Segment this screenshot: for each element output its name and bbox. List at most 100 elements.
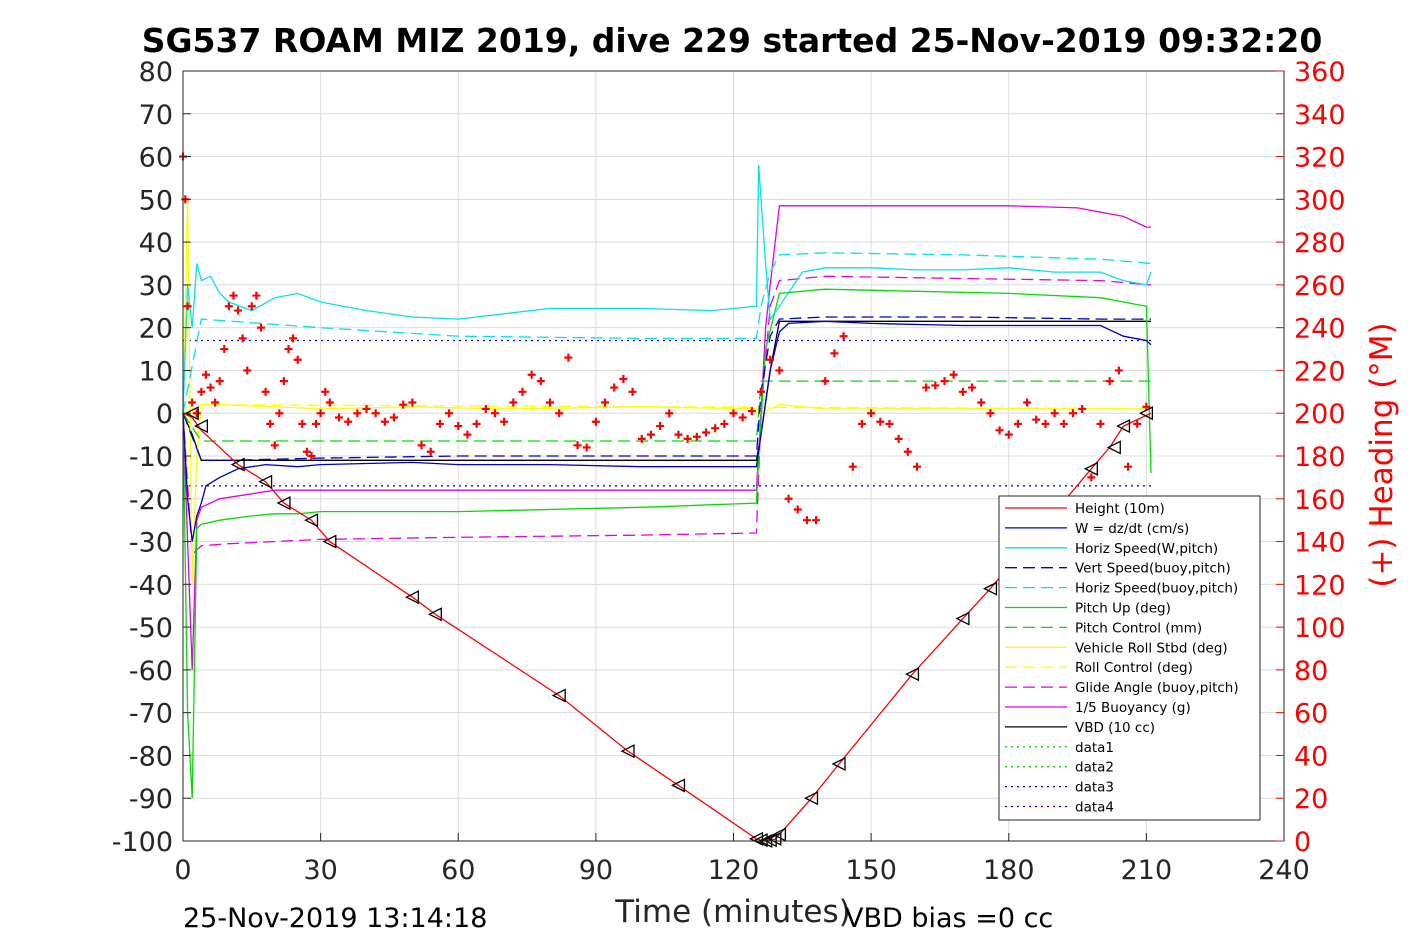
heading-marker bbox=[490, 409, 499, 418]
dive-marker bbox=[982, 581, 998, 596]
heading-marker bbox=[293, 355, 302, 364]
right-tick-label: 140 bbox=[1294, 528, 1346, 559]
right-tick-label: 20 bbox=[1294, 784, 1328, 815]
heading-marker bbox=[1059, 419, 1068, 428]
heading-marker bbox=[601, 398, 610, 407]
heading-marker bbox=[995, 426, 1004, 435]
x-tick-label: 210 bbox=[1121, 855, 1173, 886]
y-tick-label: 40 bbox=[139, 228, 173, 259]
dive-marker bbox=[184, 406, 199, 421]
heading-marker bbox=[399, 400, 408, 409]
dive-marker bbox=[1138, 406, 1154, 421]
dive-marker bbox=[1115, 419, 1131, 434]
heading-marker bbox=[206, 383, 215, 392]
heading-marker bbox=[628, 387, 637, 396]
right-tick-label: 280 bbox=[1294, 228, 1346, 259]
dive-marker bbox=[551, 688, 566, 703]
y-tick-label: -40 bbox=[129, 570, 173, 601]
heading-marker bbox=[312, 419, 321, 428]
right-tick-label: 120 bbox=[1294, 570, 1346, 601]
x-tick-label: 0 bbox=[174, 855, 191, 886]
heading-marker bbox=[784, 494, 793, 503]
dive-marker bbox=[404, 590, 420, 605]
series-line bbox=[182, 380, 1151, 442]
heading-marker bbox=[454, 422, 463, 431]
heading-marker bbox=[591, 417, 600, 426]
heading-marker bbox=[1124, 462, 1133, 471]
dive-marker bbox=[258, 474, 273, 489]
heading-marker bbox=[183, 302, 192, 311]
dive-marker bbox=[276, 496, 291, 511]
heading-marker bbox=[215, 377, 224, 386]
heading-marker bbox=[247, 302, 256, 311]
heading-marker bbox=[747, 407, 756, 416]
heading-marker bbox=[243, 366, 252, 375]
y-tick-label: -50 bbox=[129, 613, 173, 644]
heading-marker bbox=[316, 409, 325, 418]
heading-marker bbox=[711, 424, 720, 433]
heading-marker bbox=[692, 432, 701, 441]
right-tick-label: 240 bbox=[1294, 314, 1346, 345]
y-tick-label: 20 bbox=[139, 314, 173, 345]
right-tick-label: 100 bbox=[1294, 613, 1346, 644]
series-line bbox=[182, 320, 1152, 542]
heading-marker bbox=[344, 417, 353, 426]
right-tick-label: 180 bbox=[1294, 442, 1346, 473]
legend-entry: Vehicle Roll Stbd (deg) bbox=[1075, 640, 1228, 656]
y-tick-label: 50 bbox=[139, 185, 173, 216]
heading-marker bbox=[252, 291, 261, 300]
dive-marker bbox=[955, 611, 970, 626]
dive-marker bbox=[831, 756, 846, 772]
heading-marker bbox=[298, 419, 307, 428]
legend-entry: Pitch Control (mm) bbox=[1075, 620, 1202, 636]
y-tick-label: 70 bbox=[139, 100, 173, 131]
heading-marker bbox=[284, 345, 293, 354]
y-tick-label: -30 bbox=[129, 528, 173, 559]
x-tick-label: 240 bbox=[1258, 855, 1310, 886]
heading-marker bbox=[1023, 398, 1032, 407]
heading-marker bbox=[839, 332, 848, 341]
heading-marker bbox=[463, 430, 472, 439]
heading-marker bbox=[408, 398, 417, 407]
heading-marker bbox=[472, 419, 481, 428]
heading-marker bbox=[812, 516, 821, 525]
heading-marker bbox=[353, 409, 362, 418]
heading-marker bbox=[527, 370, 536, 379]
footer-vbd-bias: VBD bias =0 cc bbox=[845, 903, 1053, 934]
heading-marker bbox=[546, 398, 554, 407]
y-tick-label: -10 bbox=[129, 442, 173, 473]
series-line bbox=[182, 275, 1152, 556]
heading-marker bbox=[903, 447, 912, 456]
heading-marker bbox=[211, 398, 220, 407]
heading-marker bbox=[1142, 402, 1151, 411]
heading-marker bbox=[325, 398, 334, 407]
y-tick-label: 30 bbox=[139, 271, 173, 302]
series-line bbox=[182, 412, 1152, 842]
heading-marker bbox=[1050, 409, 1059, 418]
heading-marker bbox=[197, 387, 206, 396]
heading-marker bbox=[321, 387, 330, 396]
heading-marker bbox=[894, 434, 903, 443]
chart-title: SG537 ROAM MIZ 2019, dive 229 started 25… bbox=[142, 21, 1323, 60]
heading-markers bbox=[179, 152, 1151, 525]
legend-entry: Vert Speed(buoy,pitch) bbox=[1075, 561, 1231, 577]
y-tick-label: -80 bbox=[129, 741, 173, 772]
heading-marker bbox=[536, 377, 545, 386]
heading-marker bbox=[637, 434, 646, 443]
legend-box bbox=[998, 495, 1261, 821]
heading-marker bbox=[1087, 473, 1096, 482]
y-tick-label: -100 bbox=[112, 827, 173, 858]
heading-marker bbox=[234, 306, 243, 315]
heading-marker bbox=[913, 462, 921, 471]
heading-marker bbox=[275, 409, 284, 418]
heading-marker bbox=[830, 349, 839, 358]
heading-marker bbox=[518, 387, 527, 396]
legend-entry: VBD (10 cc) bbox=[1075, 720, 1155, 736]
dive-marker bbox=[904, 667, 920, 682]
right-tick-label: 360 bbox=[1294, 57, 1346, 88]
heading-marker bbox=[224, 302, 233, 311]
heading-marker bbox=[201, 370, 210, 379]
dive-marker bbox=[771, 827, 787, 842]
heading-marker bbox=[977, 398, 986, 407]
heading-marker bbox=[958, 387, 967, 396]
